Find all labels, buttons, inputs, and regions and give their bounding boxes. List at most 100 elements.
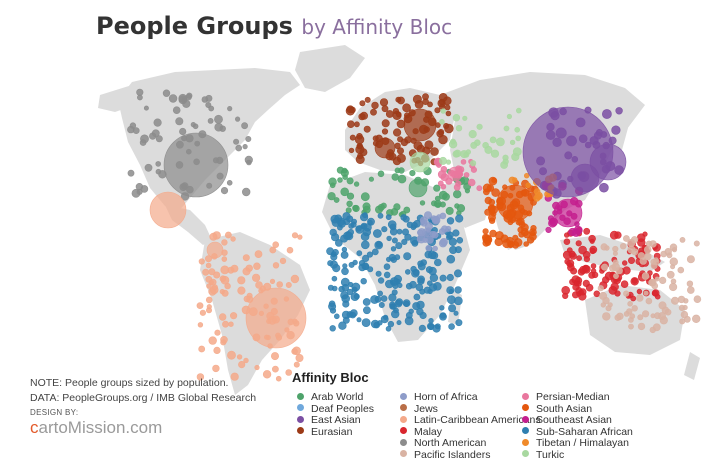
people-group-bubble [394,142,401,150]
people-group-bubble [228,321,234,327]
people-group-bubble [476,185,483,192]
people-group-bubble [342,316,350,324]
people-group-bubble [198,258,205,265]
people-group-bubble [153,118,162,127]
people-group-bubble [136,94,143,101]
people-group-bubble [333,197,340,203]
people-group-bubble [143,105,149,111]
people-group-bubble [297,234,303,240]
people-group-bubble [583,227,591,235]
people-group-bubble [427,323,435,330]
people-group-bubble [686,280,694,287]
people-group-bubble [496,184,534,222]
legend-swatch [297,392,304,400]
legend-swatch [400,392,407,400]
people-group-bubble [332,264,341,273]
people-group-bubble [400,138,409,147]
people-group-bubble [454,296,463,306]
arabia-landmass [440,180,490,228]
people-group-bubble [454,203,460,209]
people-group-bubble [390,256,397,263]
people-group-bubble [205,262,212,269]
legend-item: Pacific Islanders [400,449,490,461]
legend-item: Southeast Asian [522,414,612,426]
people-group-bubble [589,245,598,254]
new-zealand-landmass [684,352,700,380]
people-group-bubble [482,142,489,149]
people-group-bubble [512,147,522,156]
people-group-bubble [366,251,374,258]
people-group-bubble [202,268,210,276]
people-group-bubble [233,138,240,145]
people-group-bubble [642,231,648,237]
people-group-bubble [612,251,618,257]
people-group-bubble [403,300,410,307]
people-group-bubble [342,174,348,180]
people-group-bubble [408,178,428,198]
people-group-bubble [484,196,492,205]
people-group-bubble [439,312,447,321]
title-main: People Groups [96,12,293,40]
people-group-bubble [377,290,383,297]
people-group-bubble [446,217,455,225]
people-group-bubble [221,256,228,262]
legend-item: Arab World [297,391,363,403]
people-group-bubble [253,262,261,270]
people-group-bubble [553,198,583,228]
legend-label: Horn of Africa [414,391,478,403]
people-group-bubble [377,212,384,219]
people-group-bubble [151,129,160,138]
people-group-bubble [515,135,522,142]
people-group-bubble [513,238,523,247]
people-group-bubble [175,117,184,126]
people-group-bubble [616,312,624,320]
people-group-bubble [636,294,644,302]
people-group-bubble [637,322,646,331]
legend-label: Eurasian [311,425,353,438]
people-group-bubble [677,266,685,274]
people-group-bubble [295,353,304,362]
people-group-bubble [454,286,462,294]
people-group-bubble [446,286,455,295]
people-group-bubble [591,271,599,279]
people-group-bubble [385,110,394,118]
people-group-bubble [370,319,380,329]
people-group-bubble [209,232,218,241]
people-group-bubble [628,323,634,330]
people-group-bubble [576,255,582,262]
people-group-bubble [686,255,695,264]
people-group-bubble [220,265,230,275]
people-group-bubble [361,262,370,271]
legend-swatch [297,415,304,423]
people-group-bubble [291,232,299,239]
people-group-bubble [514,127,521,133]
people-group-bubble [220,275,230,285]
people-group-bubble [149,191,187,229]
legend-title: Affinity Bloc [292,370,369,385]
people-group-bubble [494,231,504,240]
people-group-bubble [361,318,371,327]
people-group-bubble [693,295,702,304]
people-group-bubble [575,240,582,247]
people-group-bubble [327,260,334,267]
people-group-bubble [489,205,499,214]
people-group-bubble [453,149,462,158]
people-group-bubble [381,119,390,128]
people-group-bubble [241,122,248,130]
people-group-bubble [502,158,509,165]
people-group-bubble [413,220,421,228]
legend-label: Pacific Islanders [414,448,491,461]
people-group-bubble [597,285,604,292]
people-group-bubble [410,265,417,273]
people-group-bubble [208,105,215,112]
people-group-bubble [611,262,620,272]
people-group-bubble [385,214,392,220]
people-group-bubble [396,320,402,326]
legend-label: Jews [414,402,438,415]
people-group-bubble [372,135,379,142]
people-group-bubble [408,308,414,314]
people-group-bubble [691,314,701,323]
people-group-bubble [360,278,367,285]
people-group-bubble [503,125,510,132]
